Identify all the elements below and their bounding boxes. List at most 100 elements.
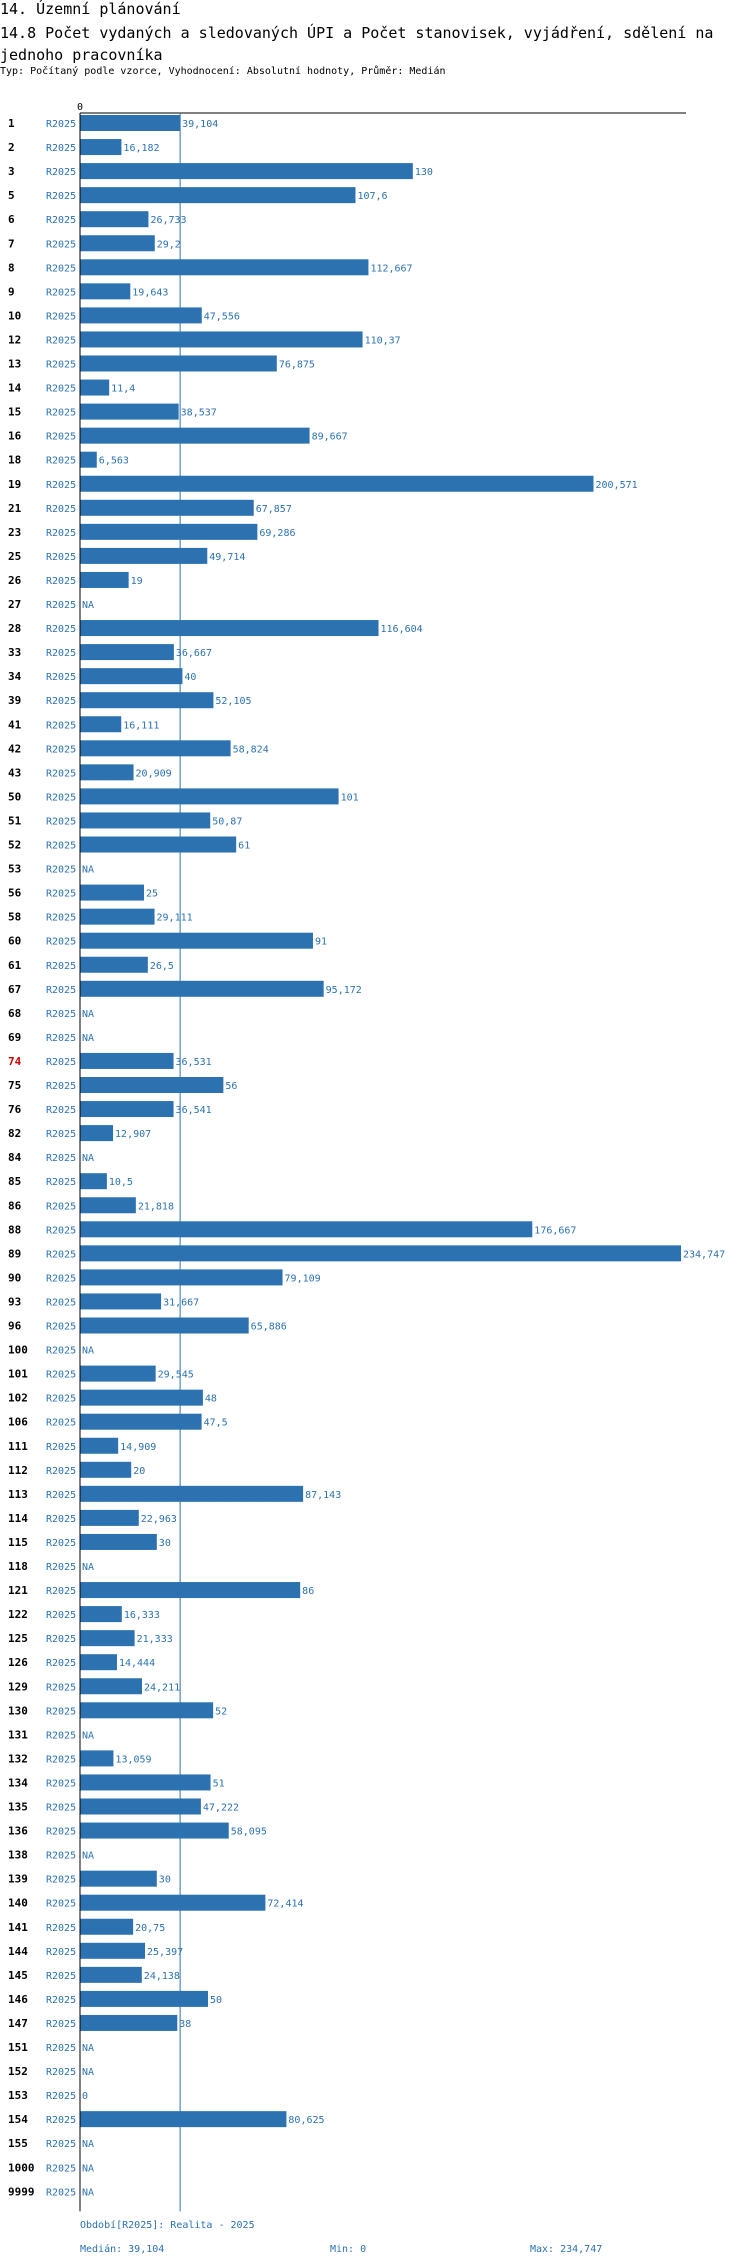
bar bbox=[80, 235, 155, 252]
row-id-label: 18 bbox=[8, 454, 21, 467]
bar bbox=[80, 1317, 249, 1334]
row-id-label: 85 bbox=[8, 1175, 21, 1188]
row-series-label: R2025 bbox=[46, 624, 76, 635]
bar-value-label: 110,37 bbox=[365, 335, 401, 346]
bar-value-label: 47,5 bbox=[204, 1418, 228, 1429]
row-series-label: R2025 bbox=[46, 1875, 76, 1886]
bar-value-label: 14,444 bbox=[119, 1658, 155, 1669]
row-series-label: R2025 bbox=[46, 865, 76, 876]
bar-value-label: NA bbox=[82, 1730, 94, 1741]
row-id-label: 135 bbox=[8, 1801, 28, 1814]
row-series-label: R2025 bbox=[46, 1730, 76, 1741]
row-id-label: 140 bbox=[8, 1897, 28, 1910]
row-id-label: 7 bbox=[8, 237, 15, 250]
row-id-label: 60 bbox=[8, 935, 21, 948]
footer-median: Medián: 39,104 bbox=[80, 2244, 165, 2255]
row-id-label: 53 bbox=[8, 863, 21, 876]
bar bbox=[80, 764, 134, 781]
row-id-label: 1000 bbox=[8, 2161, 35, 2174]
row-series-label: R2025 bbox=[46, 360, 76, 371]
bar-value-label: 36,667 bbox=[176, 648, 212, 659]
bar bbox=[80, 788, 339, 805]
row-series-label: R2025 bbox=[46, 1706, 76, 1717]
row-series-label: R2025 bbox=[46, 1322, 76, 1333]
row-id-label: 13 bbox=[8, 358, 21, 371]
row-id-label: 41 bbox=[8, 718, 22, 731]
row-series-label: R2025 bbox=[46, 1634, 76, 1645]
bar bbox=[80, 812, 211, 829]
row-series-label: R2025 bbox=[46, 1827, 76, 1838]
bar bbox=[80, 1125, 114, 1142]
row-series-label: R2025 bbox=[46, 1947, 76, 1958]
row-series-label: R2025 bbox=[46, 143, 76, 154]
bar bbox=[80, 1870, 157, 1887]
bar-value-label: 25 bbox=[146, 889, 158, 900]
bar bbox=[80, 475, 594, 492]
bar-value-label: 26,5 bbox=[150, 961, 174, 972]
row-id-label: 146 bbox=[8, 1993, 28, 2006]
row-id-label: 34 bbox=[8, 670, 22, 683]
bar-value-label: 26,733 bbox=[150, 215, 186, 226]
bar-value-label: 16,333 bbox=[124, 1610, 160, 1621]
row-series-label: R2025 bbox=[46, 480, 76, 491]
bar bbox=[80, 427, 310, 444]
row-series-label: R2025 bbox=[46, 1153, 76, 1164]
bar-value-label: 101 bbox=[341, 792, 359, 803]
row-id-label: 25 bbox=[8, 550, 21, 563]
row-series-label: R2025 bbox=[46, 2163, 76, 2174]
row-series-label: R2025 bbox=[46, 1514, 76, 1525]
bar bbox=[80, 1678, 142, 1695]
bar-value-label: 24,138 bbox=[144, 1971, 180, 1982]
bar bbox=[80, 1918, 134, 1935]
bar-value-label: 86 bbox=[302, 1586, 314, 1597]
bar-value-label: 25,397 bbox=[147, 1947, 183, 1958]
row-id-label: 90 bbox=[8, 1271, 21, 1284]
row-id-label: 151 bbox=[8, 2041, 28, 2054]
bar-value-label: 234,747 bbox=[683, 1249, 725, 1260]
row-series-label: R2025 bbox=[46, 696, 76, 707]
bar-value-label: 107,6 bbox=[357, 191, 387, 202]
row-id-label: 129 bbox=[8, 1680, 28, 1693]
row-series-label: R2025 bbox=[46, 1803, 76, 1814]
row-series-label: R2025 bbox=[46, 263, 76, 274]
row-id-label: 52 bbox=[8, 839, 21, 852]
row-series-label: R2025 bbox=[46, 600, 76, 611]
row-series-label: R2025 bbox=[46, 1923, 76, 1934]
row-series-label: R2025 bbox=[46, 528, 76, 539]
row-series-label: R2025 bbox=[46, 1971, 76, 1982]
row-series-label: R2025 bbox=[46, 1033, 76, 1044]
bar-value-label: 10,5 bbox=[109, 1177, 133, 1188]
bar bbox=[80, 571, 129, 588]
bar-value-label: 11,4 bbox=[111, 384, 135, 395]
bar-value-label: 19,643 bbox=[132, 287, 168, 298]
row-series-label: R2025 bbox=[46, 816, 76, 827]
row-series-label: R2025 bbox=[46, 432, 76, 443]
bar-value-label: 76,875 bbox=[279, 360, 315, 371]
bar bbox=[80, 1630, 135, 1647]
bar-value-label: NA bbox=[82, 2163, 94, 2174]
bar-value-label: 52,105 bbox=[215, 696, 251, 707]
bar-value-label: NA bbox=[82, 865, 94, 876]
bar-value-label: NA bbox=[82, 600, 94, 611]
row-id-label: 6 bbox=[8, 213, 15, 226]
bar bbox=[80, 379, 110, 396]
row-id-label: 56 bbox=[8, 887, 22, 900]
bar-value-label: 50,87 bbox=[212, 816, 242, 827]
row-series-label: R2025 bbox=[46, 1225, 76, 1236]
row-series-label: R2025 bbox=[46, 191, 76, 202]
row-series-label: R2025 bbox=[46, 384, 76, 395]
bar-value-label: 13,059 bbox=[115, 1754, 151, 1765]
bar bbox=[80, 1389, 203, 1406]
row-id-label: 84 bbox=[8, 1151, 22, 1164]
bar bbox=[80, 1533, 157, 1550]
row-series-label: R2025 bbox=[46, 576, 76, 587]
bar bbox=[80, 259, 369, 276]
row-id-label: 138 bbox=[8, 1849, 28, 1862]
row-id-label: 23 bbox=[8, 526, 21, 539]
bar-value-label: 31,667 bbox=[163, 1297, 199, 1308]
bar-value-label: 130 bbox=[415, 167, 433, 178]
row-id-label: 86 bbox=[8, 1199, 22, 1212]
row-series-label: R2025 bbox=[46, 2139, 76, 2150]
row-id-label: 76 bbox=[8, 1103, 22, 1116]
row-id-label: 154 bbox=[8, 2113, 28, 2126]
